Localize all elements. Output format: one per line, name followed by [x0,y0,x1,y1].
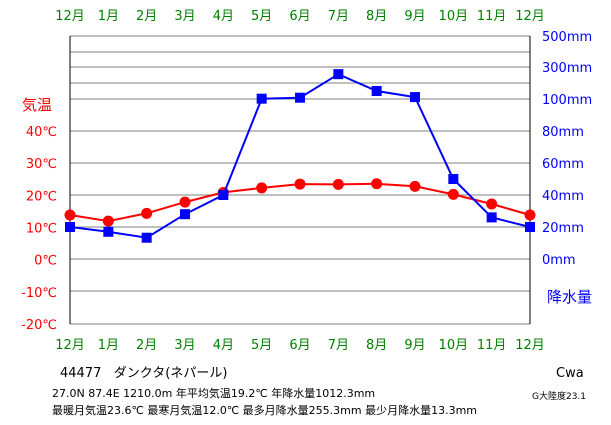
station-id: 44477 [60,366,102,381]
temperature-point [486,198,498,210]
precipitation-point [410,92,420,103]
temperature-point [371,178,383,190]
station-detail-2: 最暖月気温23.6℃ 最寒月気温12.0℃ 最多月降水量255.3mm 最少月降… [52,404,478,417]
temperature-point [294,178,306,190]
precipitation-tick-label: 60mm [542,157,584,172]
month-label-bottom: 6月 [289,338,310,353]
month-label-top: 9月 [404,9,425,24]
precipitation-tick-label: 300mm [542,61,592,76]
month-label-top: 12月 [515,9,545,24]
precipitation-tick-label: 40mm [542,189,584,204]
month-label-top: 8月 [366,9,387,24]
temperature-tick-label: -10℃ [21,286,57,301]
month-label-bottom: 5月 [251,338,272,353]
precipitation-point [180,209,190,220]
continentality-index: G大陸度23.1 [532,392,587,402]
temperature-point [102,215,114,227]
month-label-bottom: 12月 [515,338,545,353]
month-label-bottom: 11月 [477,338,507,353]
temperature-tick-label: 20℃ [26,189,57,204]
precipitation-point [295,92,305,103]
precipitation-axis-title: 降水量 [547,288,592,306]
precipitation-tick-label: 0mm [542,253,576,268]
temperature-point [409,180,421,192]
station-line: 44477 ダンクタ(ネパール) [60,362,227,381]
precipitation-point [525,222,535,232]
station-name: ダンクタ(ネパール) [113,366,228,381]
temperature-point [141,207,153,219]
month-label-bottom: 1月 [98,338,119,353]
precipitation-point [103,226,114,237]
month-label-bottom: 2月 [136,338,157,353]
temperature-tick-label: 10℃ [26,222,57,237]
precipitation-point [448,174,459,184]
temperature-tick-label: 40℃ [26,125,57,140]
precipitation-point [256,93,267,104]
month-label-top: 5月 [251,9,272,24]
month-label-bottom: 4月 [213,338,234,353]
precipitation-point [371,86,382,96]
temperature-point [524,209,536,221]
temperature-point [256,182,268,194]
month-label-top: 3月 [174,9,195,24]
month-label-top: 11月 [477,9,507,24]
precipitation-tick-label: 500mm [542,30,592,45]
month-label-top: 10月 [439,9,469,24]
precipitation-point [333,69,344,80]
temperature-tick-label: 30℃ [26,157,57,172]
precipitation-point [218,190,229,200]
temperature-point [179,196,191,208]
month-label-bottom: 3月 [174,338,195,353]
month-label-top: 2月 [136,9,157,24]
temperature-tick-label: 0℃ [34,254,57,269]
month-label-top: 1月 [98,9,119,24]
month-label-bottom: 8月 [366,338,387,353]
precipitation-point [65,222,75,232]
month-label-top: 7月 [328,9,349,24]
precipitation-point [141,232,152,243]
precipitation-tick-label: 20mm [542,221,584,236]
month-label-top: 4月 [213,9,234,24]
month-label-bottom: 7月 [328,338,349,353]
temperature-point [447,188,459,200]
chart-canvas: 12月 12月 1月 1月 2月 2月 3月 3月 4月 4月 5月 5月 6月 6月 7月 7月 8月 8月 9月… [21,9,592,353]
station-detail-1: 27.0N 87.4E 1210.0m 年平均気温19.2℃ 年降水量1012.… [52,387,376,400]
month-label-bottom: 12月 [55,338,85,353]
precipitation-tick-label: 80mm [542,125,584,140]
climate-classification: Cwa [556,366,584,381]
temperature-point [64,209,76,221]
precipitation-point [486,212,497,223]
month-label-bottom: 10月 [439,338,469,353]
temperature-axis-title: 気温 [22,96,52,114]
month-label-top: 12月 [55,9,85,24]
precipitation-tick-label: 100mm [542,93,592,108]
month-label-top: 6月 [289,9,310,24]
temperature-point [332,178,344,190]
month-label-bottom: 9月 [404,338,425,353]
temperature-tick-label: -20℃ [21,318,57,333]
